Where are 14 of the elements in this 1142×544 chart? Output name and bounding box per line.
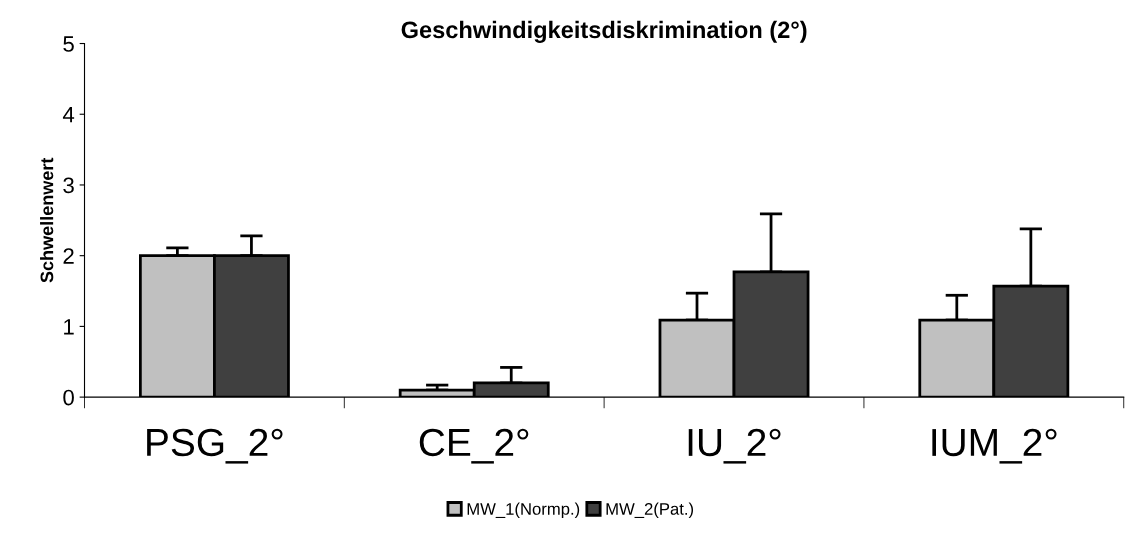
y-tick-label: 3 [63,177,74,194]
y-tick-label: 5 [63,36,74,52]
x-tick-label: IU_2° [688,428,781,464]
y-axis-title: Schwellenwert [40,157,54,283]
x-tick-label: IUM_2° [932,428,1057,464]
chart-title: Geschwindigkeitsdiskrimination (2°) [401,20,807,43]
legend-label: MW_1(Normp.) [467,502,580,519]
x-tick-label: PSG_2° [147,428,283,464]
y-tick-label: 2 [63,248,74,264]
y-tick-label: 1 [64,319,74,335]
x-tick-label: CE_2° [419,428,529,464]
legend-label: MW_2(Pat.) [606,502,694,519]
y-tick-label: 0 [63,389,74,406]
y-tick-label: 4 [62,107,75,123]
